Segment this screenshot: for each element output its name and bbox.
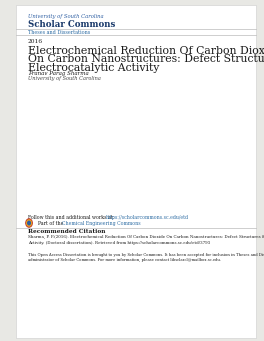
FancyBboxPatch shape <box>16 5 256 338</box>
Text: This Open Access Dissertation is brought to you by Scholar Commons. It has been : This Open Access Dissertation is brought… <box>28 253 264 257</box>
Text: University of South Carolina: University of South Carolina <box>28 14 103 19</box>
Text: Electrochemical Reduction Of Carbon Dioxide: Electrochemical Reduction Of Carbon Diox… <box>28 46 264 56</box>
Circle shape <box>28 221 30 225</box>
Text: Sharma, P. P.(2016). Electrochemical Reduction Of Carbon Dioxide On Carbon Nanos: Sharma, P. P.(2016). Electrochemical Red… <box>28 235 264 239</box>
Text: Pranav Parag Sharma: Pranav Parag Sharma <box>28 71 88 76</box>
Text: Scholar Commons: Scholar Commons <box>28 20 115 29</box>
Circle shape <box>27 220 31 226</box>
Text: Activity. (Doctoral dissertation). Retrieved from https://scholarcommons.sc.edu/: Activity. (Doctoral dissertation). Retri… <box>28 241 210 245</box>
Text: Chemical Engineering Commons: Chemical Engineering Commons <box>62 221 141 226</box>
Text: University of South Carolina: University of South Carolina <box>28 76 101 81</box>
Text: 2016: 2016 <box>28 39 43 44</box>
Circle shape <box>26 219 32 227</box>
Text: administrator of Scholar Commons. For more information, please contact libsclarc: administrator of Scholar Commons. For mo… <box>28 258 221 262</box>
Text: On Carbon Nanostructures: Defect Structures &: On Carbon Nanostructures: Defect Structu… <box>28 54 264 64</box>
Text: Theses and Dissertations: Theses and Dissertations <box>28 30 90 35</box>
Text: Part of the: Part of the <box>38 221 65 226</box>
Text: Recommended Citation: Recommended Citation <box>28 229 105 234</box>
Text: https://scholarcommons.sc.edu/etd: https://scholarcommons.sc.edu/etd <box>106 215 188 220</box>
Text: Electrocatalytic Activity: Electrocatalytic Activity <box>28 63 159 73</box>
Text: Follow this and additional works at:: Follow this and additional works at: <box>28 215 115 220</box>
